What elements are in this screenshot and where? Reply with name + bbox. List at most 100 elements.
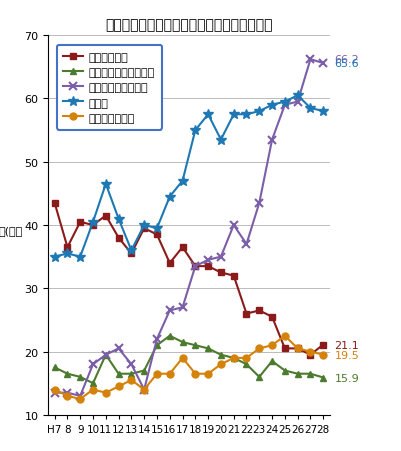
急性心筋梗塞 <box>320 342 325 348</box>
その他の心疾患 <box>154 371 159 377</box>
急性心筋梗塞 <box>256 308 261 313</box>
その他の虚血性心疾患 <box>116 371 121 377</box>
不整脈及び伝導障害 <box>307 57 312 63</box>
急性心筋梗塞 <box>231 273 235 279</box>
心不全 <box>180 179 184 184</box>
Text: 15.9: 15.9 <box>334 373 358 382</box>
不整脈及び伝導障害 <box>154 336 159 342</box>
その他の虚血性心疾患 <box>78 374 83 380</box>
不整脈及び伝導障害 <box>282 103 287 108</box>
その他の虚血性心疾患 <box>320 375 325 380</box>
不整脈及び伝導障害 <box>103 352 108 358</box>
急性心筋梗塞 <box>218 270 223 276</box>
不整脈及び伝導障害 <box>180 305 184 310</box>
その他の虚血性心疾患 <box>90 381 95 386</box>
急性心筋梗塞 <box>294 346 299 351</box>
その他の心疾患 <box>78 396 83 402</box>
心不全 <box>307 106 312 111</box>
その他の虚血性心疾患 <box>282 368 287 373</box>
その他の心疾患 <box>294 346 299 351</box>
その他の心疾患 <box>320 352 325 358</box>
Line: その他の心疾患: その他の心疾患 <box>51 332 326 403</box>
心不全 <box>154 226 159 231</box>
その他の心疾患 <box>180 355 184 361</box>
その他の虚血性心疾患 <box>218 352 223 358</box>
その他の虚血性心疾患 <box>243 362 248 367</box>
急性心筋梗塞 <box>205 264 210 269</box>
心不全 <box>294 93 299 99</box>
心不全 <box>243 112 248 118</box>
不整脈及び伝導障害 <box>320 61 325 67</box>
心不全 <box>269 103 274 108</box>
その他の心疾患 <box>116 384 121 389</box>
その他の心疾患 <box>90 387 95 392</box>
Legend: 急性心筋梗塞, その他の虚血性心疾患, 不整脈及び伝導障害, 心不全, その他の心疾患: 急性心筋梗塞, その他の虚血性心疾患, 不整脈及び伝導障害, 心不全, その他の… <box>57 46 161 130</box>
心不全 <box>205 112 210 118</box>
心不全 <box>103 182 108 187</box>
急性心筋梗塞 <box>154 232 159 238</box>
心不全 <box>320 109 325 115</box>
急性心筋梗塞 <box>142 226 146 231</box>
急性心筋梗塞 <box>282 346 287 351</box>
その他の虚血性心疾患 <box>269 359 274 364</box>
その他の虚血性心疾患 <box>256 374 261 380</box>
心不全 <box>65 251 70 257</box>
急性心筋梗塞 <box>129 251 134 257</box>
急性心筋梗塞 <box>65 245 70 250</box>
その他の心疾患 <box>142 387 146 392</box>
その他の心疾患 <box>231 355 235 361</box>
急性心筋梗塞 <box>180 245 184 250</box>
急性心筋梗塞 <box>307 352 312 358</box>
不整脈及び伝導障害 <box>294 100 299 105</box>
心不全 <box>116 216 121 222</box>
不整脈及び伝導障害 <box>167 308 172 313</box>
不整脈及び伝導障害 <box>269 138 274 143</box>
急性心筋梗塞 <box>52 201 57 206</box>
不整脈及び伝導障害 <box>65 390 70 396</box>
心不全 <box>231 112 235 118</box>
Line: その他の虚血性心疾患: その他の虚血性心疾患 <box>51 332 326 387</box>
不整脈及び伝導障害 <box>52 390 57 396</box>
心不全 <box>78 254 83 260</box>
不整脈及び伝導障害 <box>90 362 95 367</box>
不整脈及び伝導障害 <box>231 223 235 228</box>
不整脈及び伝導障害 <box>192 264 197 269</box>
Text: 65.6: 65.6 <box>334 59 358 69</box>
Line: 急性心筋梗塞: 急性心筋梗塞 <box>51 200 326 359</box>
その他の心疾患 <box>256 346 261 351</box>
不整脈及び伝導障害 <box>205 258 210 263</box>
その他の心疾患 <box>65 393 70 399</box>
その他の心疾患 <box>269 343 274 348</box>
Line: 心不全: 心不全 <box>50 91 327 262</box>
その他の虚血性心疾患 <box>231 355 235 361</box>
その他の虚血性心疾患 <box>65 371 70 377</box>
その他の虚血性心疾患 <box>103 352 108 358</box>
その他の虚血性心疾患 <box>154 343 159 348</box>
Line: 不整脈及び伝導障害: 不整脈及び伝導障害 <box>51 56 326 400</box>
不整脈及び伝導障害 <box>129 362 134 367</box>
心不全 <box>129 248 134 253</box>
急性心筋梗塞 <box>116 235 121 241</box>
不整脈及び伝導障害 <box>78 393 83 399</box>
急性心筋梗塞 <box>192 264 197 269</box>
心不全 <box>167 194 172 200</box>
その他の心疾患 <box>52 387 57 392</box>
急性心筋梗塞 <box>90 223 95 228</box>
心不全 <box>192 128 197 133</box>
その他の心疾患 <box>282 333 287 339</box>
その他の虚血性心疾患 <box>52 365 57 370</box>
急性心筋梗塞 <box>103 213 108 219</box>
不整脈及び伝導障害 <box>218 254 223 260</box>
心不全 <box>256 109 261 115</box>
その他の心疾患 <box>129 377 134 383</box>
Title: 心疾患の種類別死亡率の年次推移（熊本県）: 心疾患の種類別死亡率の年次推移（熊本県） <box>105 18 272 32</box>
その他の心疾患 <box>205 371 210 377</box>
Text: 21.1: 21.1 <box>334 340 358 350</box>
その他の虚血性心疾患 <box>192 343 197 348</box>
その他の虚血性心疾患 <box>142 368 146 373</box>
急性心筋梗塞 <box>269 314 274 320</box>
その他の心疾患 <box>167 371 172 377</box>
心不全 <box>282 100 287 105</box>
Y-axis label: 率(人口: 率(人口 <box>0 226 23 235</box>
その他の虚血性心疾患 <box>205 346 210 351</box>
